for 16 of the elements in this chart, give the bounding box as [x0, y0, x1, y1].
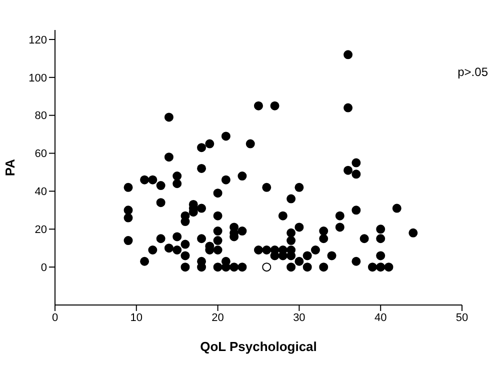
y-axis-title: PA [2, 158, 18, 176]
x-tick-label: 20 [212, 312, 224, 324]
x-tick-label: 0 [52, 312, 58, 324]
y-tick-label: 40 [34, 186, 47, 198]
y-tick-label: 120 [28, 34, 47, 46]
y-tick-label: 80 [34, 110, 47, 122]
x-tick-label: 40 [374, 312, 387, 324]
x-tick-label: 10 [130, 312, 143, 324]
y-tick-label: 60 [34, 148, 47, 160]
x-tick-label: 50 [456, 312, 468, 324]
y-tick-label: 20 [34, 224, 47, 236]
y-tick-label: 100 [28, 72, 47, 84]
y-tick-label: 0 [40, 262, 47, 274]
x-axis-title: QoL Psychological [200, 339, 317, 354]
annotation: p>.05 [458, 65, 488, 79]
x-tick-label: 30 [293, 312, 306, 324]
